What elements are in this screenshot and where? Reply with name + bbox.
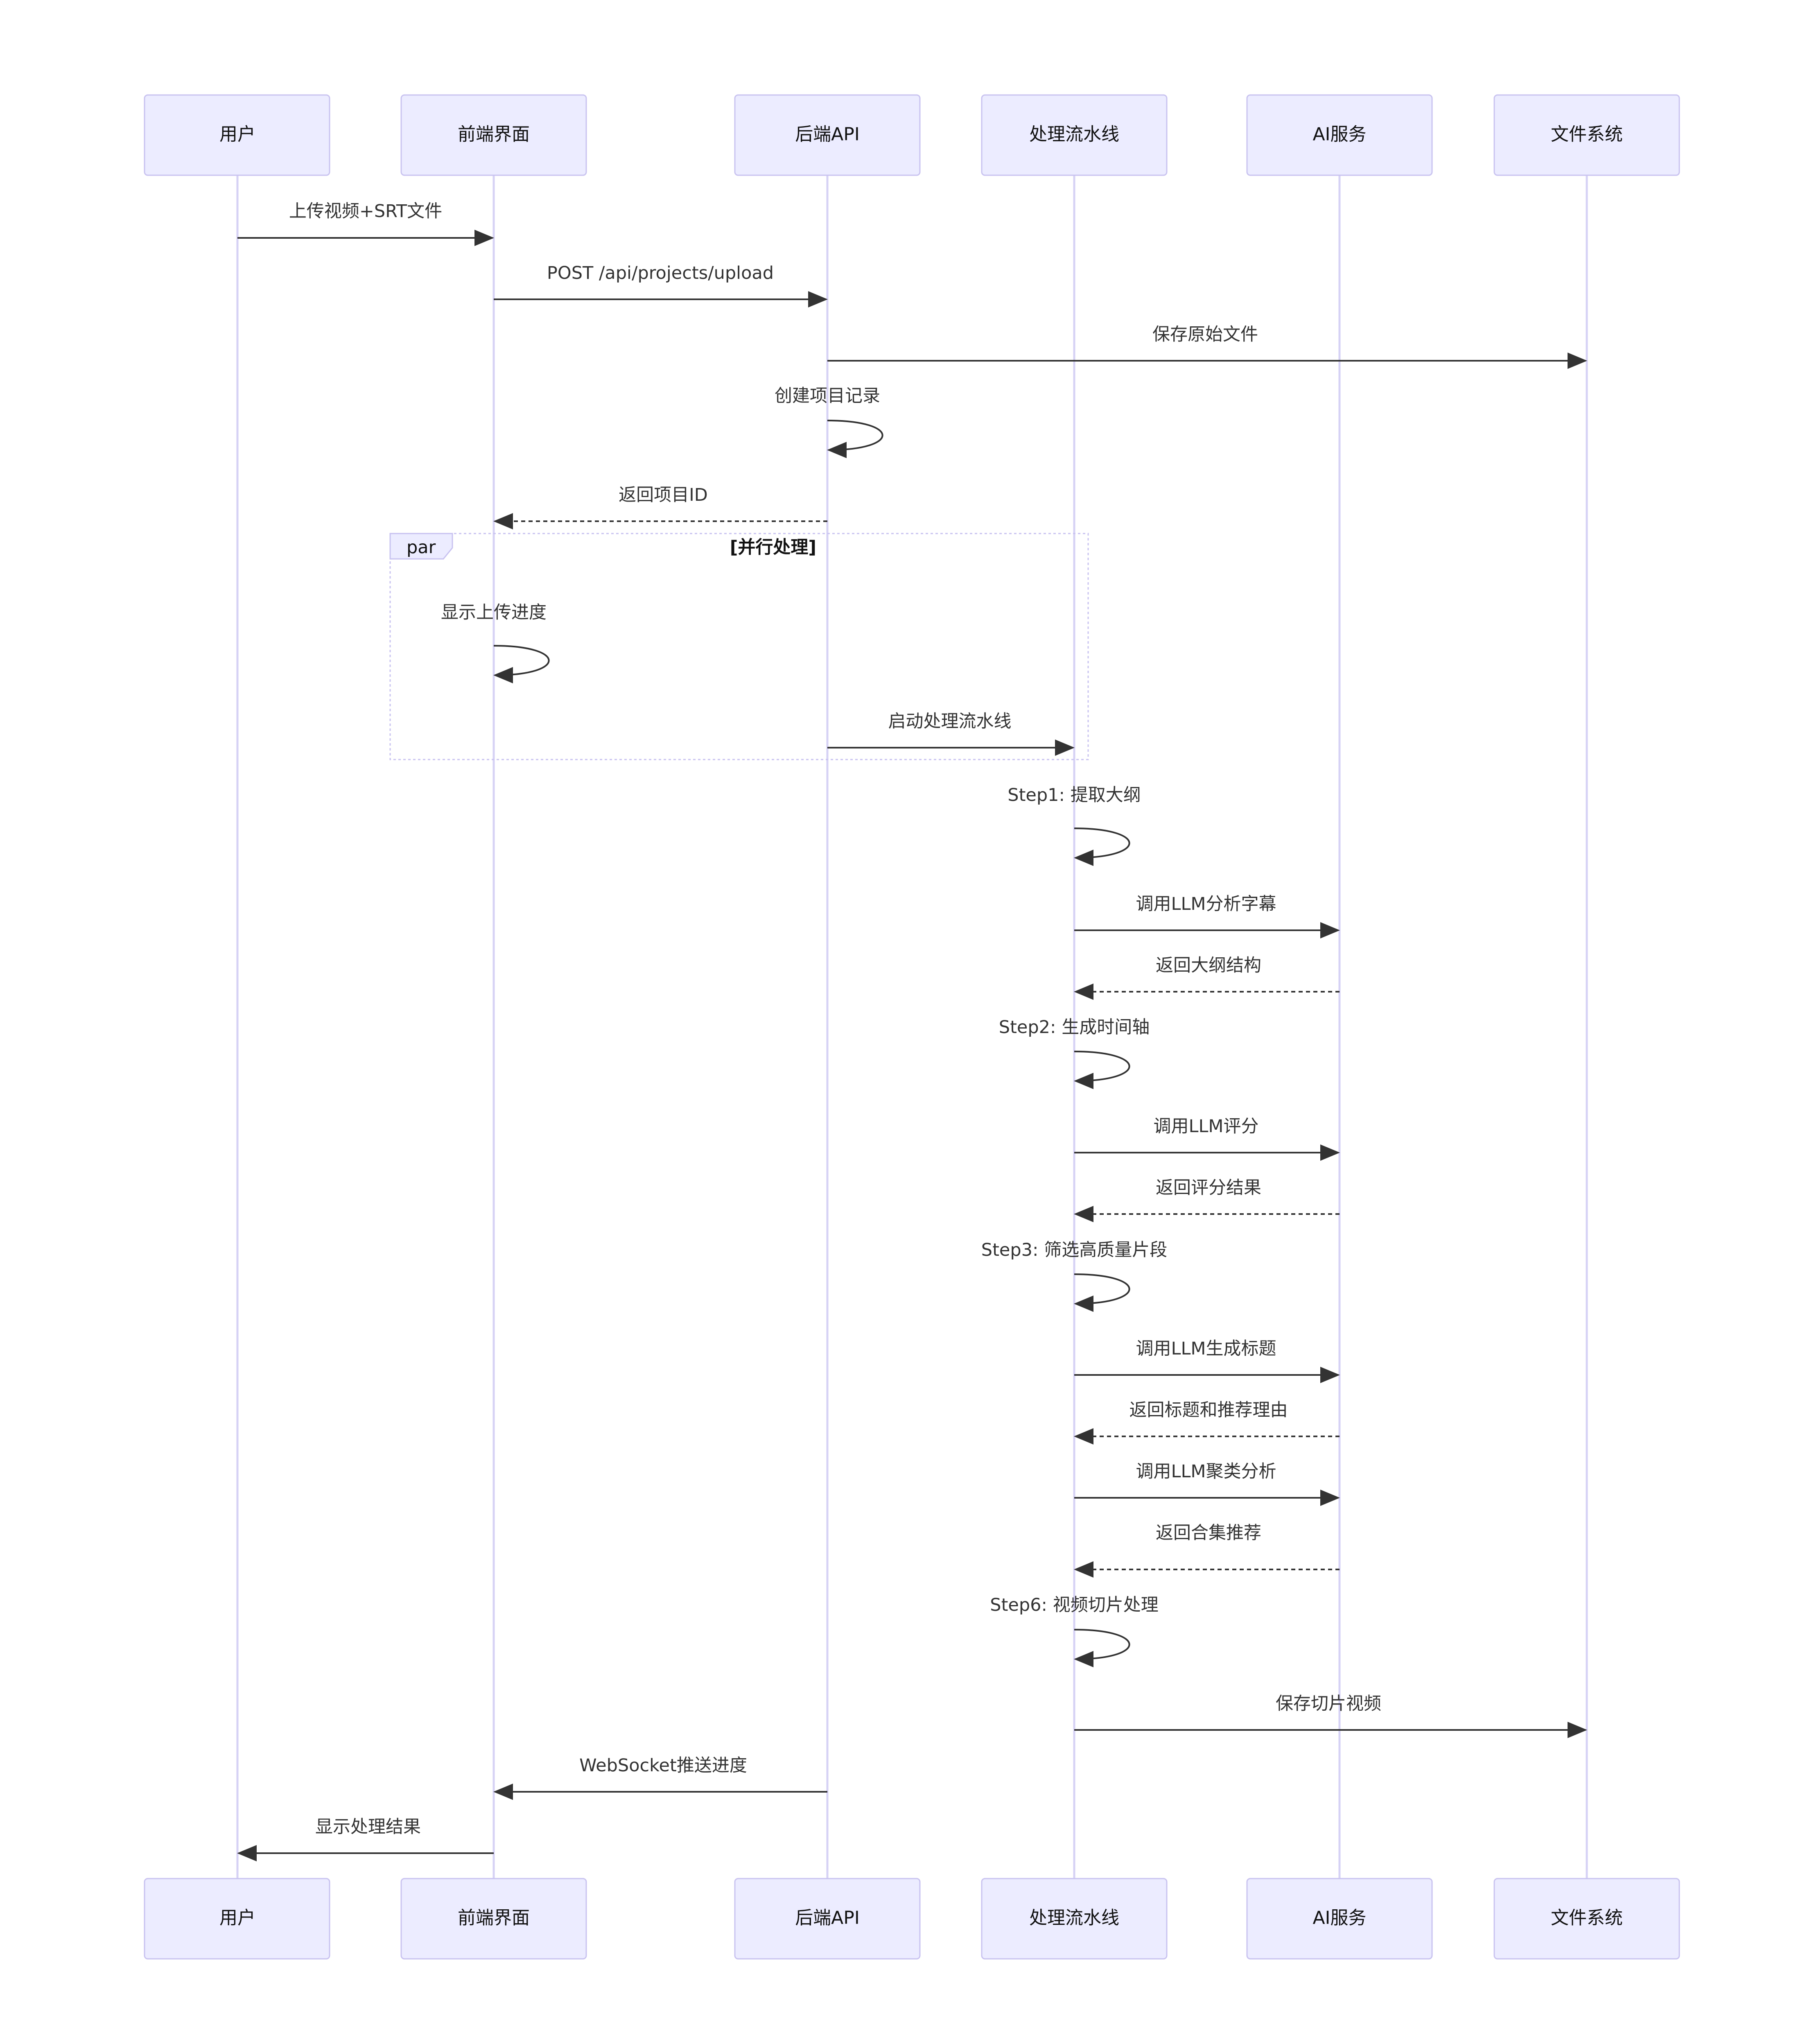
messages: 上传视频+SRT文件 POST /api/projects/upload 保存原… <box>237 201 1587 1861</box>
actor-backend-top: 后端API <box>734 94 921 176</box>
message-label: 保存切片视频 <box>1276 1694 1381 1714</box>
message: Step1: 提取大纲 <box>1008 785 1141 866</box>
message-arrow <box>1074 1051 1130 1089</box>
actor-label: AI服务 <box>1312 124 1366 145</box>
actor-user-top: 用户 <box>144 94 330 176</box>
actor-fs-bottom: 文件系统 <box>1493 1878 1680 1960</box>
message-label: Step2: 生成时间轴 <box>999 1017 1150 1038</box>
message: 创建项目记录 <box>775 386 883 458</box>
message: 显示处理结果 <box>237 1817 494 1861</box>
actor-box <box>1246 94 1433 176</box>
message: Step3: 筛选高质量片段 <box>981 1240 1167 1312</box>
message-label: 调用LLM生成标题 <box>1136 1339 1276 1359</box>
message-label: 返回标题和推荐理由 <box>1130 1400 1288 1420</box>
par-block: par [并行处理] <box>389 533 1089 760</box>
actor-label: 处理流水线 <box>1029 124 1119 145</box>
message-arrow <box>493 645 550 683</box>
message-label: 调用LLM评分 <box>1153 1116 1258 1137</box>
message-label: 返回大纲结构 <box>1156 955 1261 976</box>
lifelines <box>236 175 1588 1879</box>
message-label: 调用LLM聚类分析 <box>1136 1461 1276 1482</box>
message-arrow <box>1074 1629 1130 1667</box>
message: 调用LLM分析字幕 <box>1074 894 1340 938</box>
message: WebSocket推送进度 <box>493 1755 827 1800</box>
actor-label: 后端API <box>795 124 860 145</box>
message: 调用LLM生成标题 <box>1074 1339 1340 1383</box>
par-frame <box>389 533 1089 760</box>
message-label: 显示上传进度 <box>441 602 547 623</box>
actor-frontend-bottom: 前端界面 <box>400 1878 587 1960</box>
message-label: WebSocket推送进度 <box>579 1755 747 1776</box>
message: 上传视频+SRT文件 <box>237 201 494 246</box>
message-label: 启动处理流水线 <box>888 711 1012 732</box>
message-label: Step6: 视频切片处理 <box>990 1595 1158 1615</box>
message: Step2: 生成时间轴 <box>999 1017 1150 1089</box>
message-label: 上传视频+SRT文件 <box>289 201 442 222</box>
par-label-box <box>389 533 453 560</box>
message: 调用LLM聚类分析 <box>1074 1461 1340 1506</box>
par-condition: [并行处理] <box>730 537 816 558</box>
message: 调用LLM评分 <box>1074 1116 1340 1161</box>
actor-frontend-top: 前端界面 <box>400 94 587 176</box>
actor-label: 后端API <box>795 1908 860 1929</box>
message: 保存切片视频 <box>1074 1694 1587 1738</box>
message: POST /api/projects/upload <box>494 263 828 308</box>
message-label: Step1: 提取大纲 <box>1008 785 1141 805</box>
actor-label: AI服务 <box>1312 1908 1366 1929</box>
message: 返回项目ID <box>493 485 827 529</box>
actor-label: 用户 <box>219 1908 255 1929</box>
actor-ai-bottom: AI服务 <box>1246 1878 1433 1960</box>
par-label: par <box>407 537 436 558</box>
actor-box <box>981 94 1168 176</box>
actor-user-bottom: 用户 <box>144 1878 330 1960</box>
message-label: POST /api/projects/upload <box>547 263 774 283</box>
actor-label: 文件系统 <box>1551 124 1623 145</box>
message-label: 保存原始文件 <box>1152 324 1258 345</box>
actor-backend-bottom: 后端API <box>734 1878 921 1960</box>
message-label: 调用LLM分析字幕 <box>1136 894 1276 914</box>
message: Step6: 视频切片处理 <box>990 1595 1159 1667</box>
message-arrow <box>1074 828 1130 866</box>
message: 返回大纲结构 <box>1074 955 1340 1000</box>
actor-label: 前端界面 <box>458 1908 530 1929</box>
actor-label: 处理流水线 <box>1029 1908 1119 1929</box>
actor-label: 文件系统 <box>1551 1908 1623 1929</box>
message: 返回合集推荐 <box>1074 1523 1340 1578</box>
actors-top: 用户 前端界面 后端API 处理流水线 AI服务 文件系统 <box>144 94 1680 176</box>
actor-ai-top: AI服务 <box>1246 94 1433 176</box>
message-arrow <box>827 420 883 458</box>
actor-label: 用户 <box>219 124 255 145</box>
message-label: Step3: 筛选高质量片段 <box>981 1240 1167 1260</box>
message-label: 返回合集推荐 <box>1156 1523 1261 1543</box>
message: 显示上传进度 <box>441 602 550 683</box>
actor-box <box>1246 1878 1433 1960</box>
actor-box <box>1493 94 1680 176</box>
message-label: 显示处理结果 <box>315 1817 421 1837</box>
message-label: 创建项目记录 <box>775 386 880 406</box>
actor-box <box>734 94 921 176</box>
actors-bottom: 用户 前端界面 后端API 处理流水线 AI服务 文件系统 <box>144 1878 1680 1960</box>
actor-box <box>144 1878 330 1960</box>
message: 返回评分结果 <box>1074 1178 1340 1222</box>
actor-box <box>400 1878 587 1960</box>
actor-fs-top: 文件系统 <box>1493 94 1680 176</box>
actor-pipeline-bottom: 处理流水线 <box>981 1878 1168 1960</box>
actor-box <box>144 94 330 176</box>
message: 保存原始文件 <box>827 324 1587 369</box>
message: 返回标题和推荐理由 <box>1074 1400 1340 1445</box>
actor-pipeline-top: 处理流水线 <box>981 94 1168 176</box>
actor-box <box>400 94 587 176</box>
actor-box <box>734 1878 921 1960</box>
actor-label: 前端界面 <box>458 124 530 145</box>
actor-box <box>981 1878 1168 1960</box>
message-label: 返回评分结果 <box>1156 1178 1261 1198</box>
actor-box <box>1493 1878 1680 1960</box>
message-label: 返回项目ID <box>619 485 708 505</box>
message: 启动处理流水线 <box>827 711 1075 756</box>
message-arrow <box>1074 1273 1130 1312</box>
